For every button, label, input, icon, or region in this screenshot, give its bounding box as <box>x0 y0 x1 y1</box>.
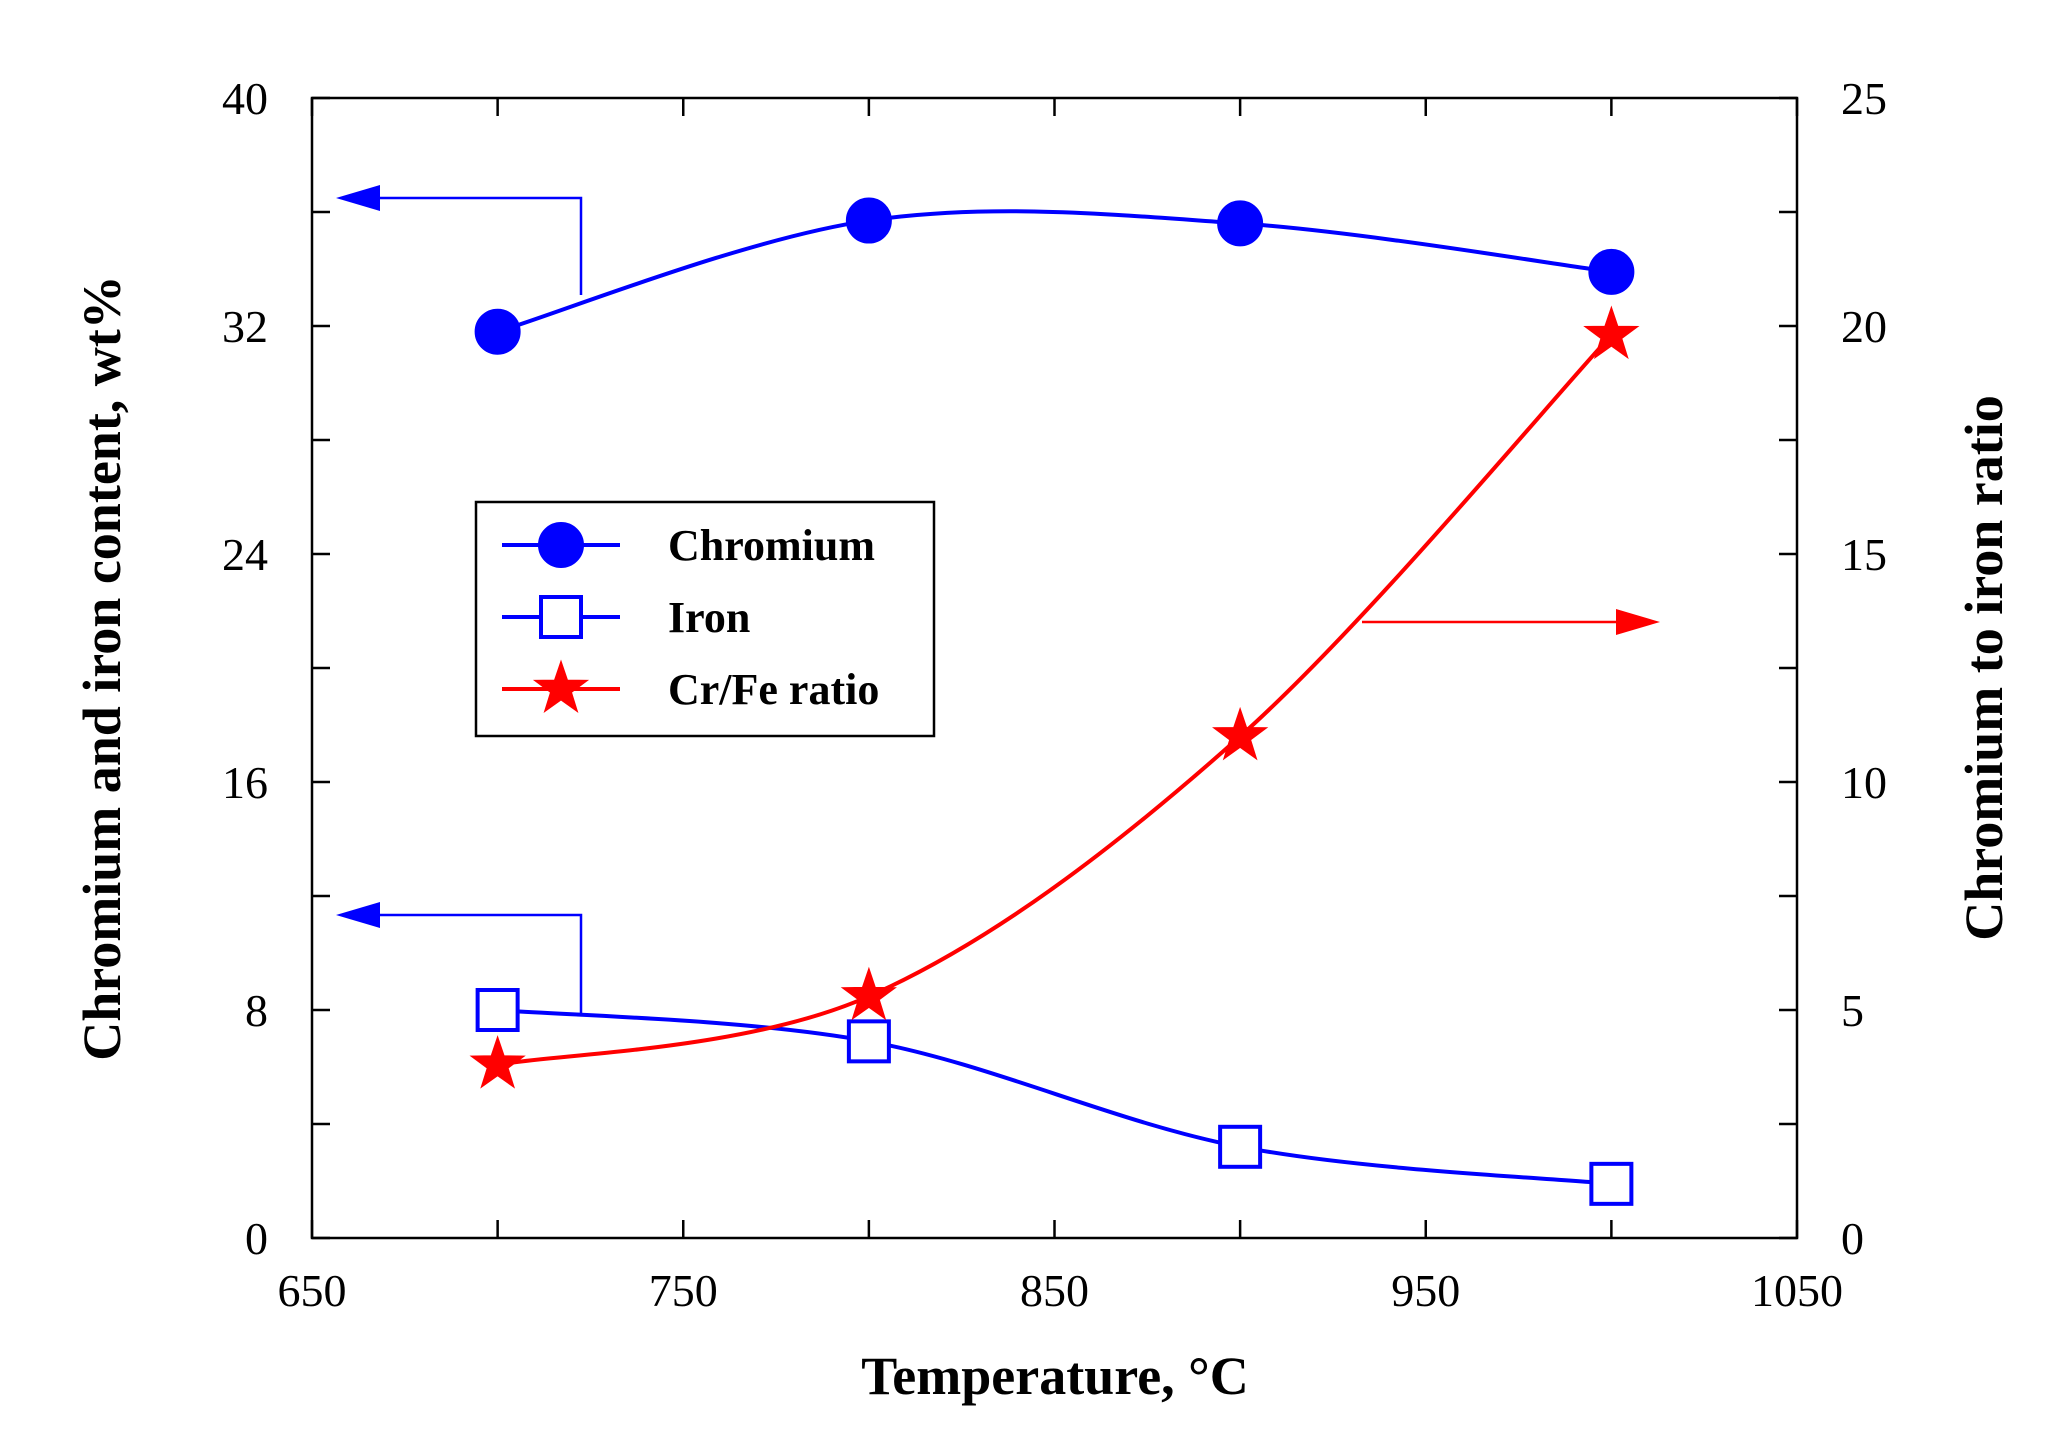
arrow-chromium-line <box>380 196 583 295</box>
series-line-chromium <box>497 209 1612 334</box>
y-axis-title-right: Chromium to iron ratio <box>1954 395 2014 940</box>
x-tick-label: 650 <box>278 1265 347 1316</box>
legend-marker-chromium <box>538 522 584 568</box>
data-point-iron <box>1218 1124 1263 1169</box>
data-point-cr-fe-ratio <box>469 1035 526 1089</box>
data-point-chromium <box>474 308 521 355</box>
series-line-cr-fe-ratio <box>497 333 1613 1067</box>
y-right-tick-label: 15 <box>1841 529 1887 580</box>
data-point-cr-fe-ratio <box>840 966 897 1021</box>
y-left-tick-label: 40 <box>222 73 268 124</box>
data-point-iron <box>475 988 520 1032</box>
series-lines <box>497 209 1613 1186</box>
x-tick-label: 950 <box>1391 1265 1460 1316</box>
y-left-tick-label: 0 <box>245 1213 268 1264</box>
series-line-iron <box>497 1008 1612 1186</box>
x-axis-title: Temperature, °C <box>861 1346 1249 1406</box>
legend-label-cr-fe-ratio: Cr/Fe ratio <box>668 665 879 714</box>
arrow-chromium-head <box>336 185 380 211</box>
y-left-tick-label: 8 <box>245 985 268 1036</box>
x-tick-label: 750 <box>649 1265 718 1316</box>
arrow-ratio-head <box>1616 609 1660 635</box>
legend-label-chromium: Chromium <box>668 521 875 570</box>
data-point-iron <box>846 1019 891 1064</box>
series-markers <box>469 197 1640 1206</box>
legend-marker-iron <box>539 595 583 639</box>
y-left-tick-label: 16 <box>222 757 268 808</box>
arrow-iron-head <box>336 902 380 928</box>
y-right-tick-label: 5 <box>1841 985 1864 1036</box>
y-right-tick-label: 20 <box>1841 301 1887 352</box>
y-right-tick-label: 0 <box>1841 1213 1864 1264</box>
data-point-iron <box>1589 1161 1634 1206</box>
data-point-cr-fe-ratio <box>1212 706 1269 761</box>
legend-marker-cr-fe-ratio <box>532 659 590 713</box>
y-right-tick-label: 10 <box>1841 757 1887 808</box>
y-axis-title-left: Chromium and iron content, wt% <box>72 275 132 1061</box>
data-point-cr-fe-ratio <box>1583 305 1640 360</box>
legend-samples <box>502 522 620 713</box>
data-point-chromium <box>1588 248 1635 295</box>
x-tick-label: 850 <box>1020 1265 1089 1316</box>
plot-frame <box>310 96 1799 1240</box>
y-left-tick-label: 24 <box>222 529 268 580</box>
y-right-tick-label: 25 <box>1841 73 1887 124</box>
y-left-tick-label: 32 <box>222 301 268 352</box>
arrow-iron-line <box>380 913 583 1015</box>
data-point-chromium <box>1217 200 1264 247</box>
legend-label-iron: Iron <box>668 593 750 642</box>
x-tick-label: 1050 <box>1751 1265 1843 1316</box>
legend: Chromium Iron Cr/Fe ratio <box>474 500 936 738</box>
annotation-arrows <box>336 185 1660 1015</box>
data-point-chromium <box>845 197 892 244</box>
